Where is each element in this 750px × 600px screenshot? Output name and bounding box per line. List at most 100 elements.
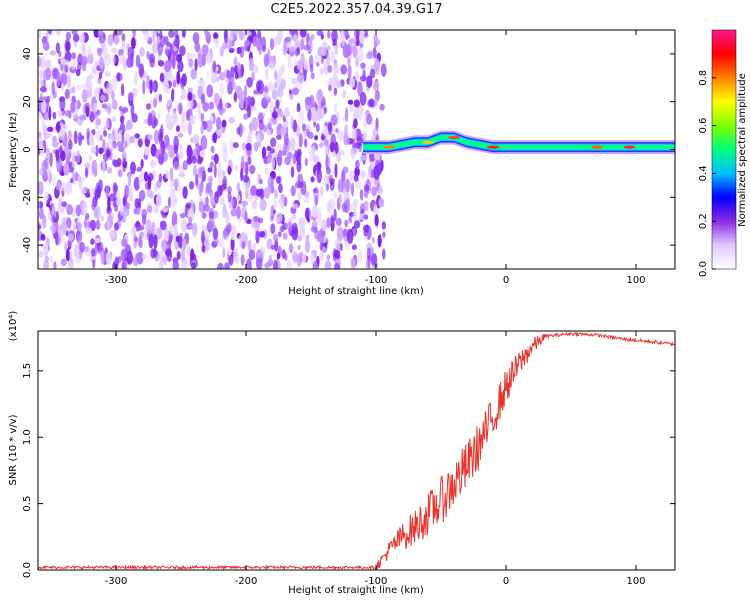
snr-y-scale-label: (x10⁴): [8, 311, 19, 342]
noise-blob: [220, 197, 225, 205]
noise-blob: [118, 144, 125, 153]
noise-blob: [341, 36, 345, 47]
noise-blob: [83, 217, 88, 229]
noise-blob: [321, 135, 326, 141]
noise-blob: [312, 187, 318, 194]
noise-blob: [355, 159, 360, 170]
noise-blob: [108, 230, 116, 240]
noise-blob: [295, 180, 302, 189]
noise-blob: [97, 30, 104, 36]
noise-blob: [257, 30, 262, 41]
x-tick-label: -100: [365, 576, 388, 587]
noise-blob: [89, 220, 95, 227]
noise-blob: [107, 211, 114, 222]
noise-blob: [165, 248, 172, 257]
noise-blob: [241, 240, 246, 249]
noise-blob: [330, 214, 335, 225]
noise-blob: [190, 68, 197, 80]
snr-x-label: Height of straight line (km): [288, 585, 424, 596]
noise-blob: [64, 143, 69, 157]
noise-blob: [237, 61, 241, 73]
noise-blob: [350, 182, 355, 197]
noise-blob: [221, 170, 226, 177]
noise-blob: [61, 201, 67, 207]
noise-blob: [228, 254, 234, 266]
noise-blob: [188, 58, 194, 68]
noise-blob: [173, 40, 178, 47]
noise-blob: [75, 204, 81, 217]
noise-blob: [380, 63, 387, 77]
noise-blob: [214, 191, 219, 204]
noise-blob: [297, 244, 301, 251]
noise-blob: [270, 156, 276, 170]
noise-blob: [206, 72, 211, 78]
noise-blob: [256, 133, 261, 144]
noise-blob: [51, 205, 57, 219]
noise-blob: [291, 213, 297, 221]
colorbar-gradient: [711, 29, 737, 270]
noise-blob: [282, 144, 287, 156]
noise-blob: [363, 119, 368, 128]
noise-blob: [228, 47, 235, 54]
noise-blob: [300, 38, 304, 51]
noise-blob: [95, 145, 99, 157]
noise-blob: [291, 203, 299, 209]
noise-blob: [106, 142, 110, 151]
noise-blob: [219, 46, 224, 57]
noise-blob: [192, 164, 198, 177]
noise-blob: [51, 81, 56, 95]
noise-blob: [382, 231, 386, 238]
noise-blob: [334, 163, 338, 179]
noise-blob: [148, 234, 154, 249]
noise-blob: [153, 98, 157, 108]
noise-blob: [327, 122, 333, 136]
noise-blob: [210, 145, 215, 154]
noise-blob: [263, 53, 269, 68]
noise-blob: [173, 224, 178, 232]
noise-blob: [94, 237, 102, 244]
noise-blob: [100, 215, 105, 222]
noise-blob: [38, 30, 42, 38]
noise-blob: [113, 184, 119, 192]
y-tick-label: -40: [22, 237, 33, 253]
noise-blob: [310, 251, 315, 265]
noise-blob: [189, 115, 196, 121]
noise-blob: [342, 90, 347, 99]
noise-blob: [61, 182, 66, 192]
noise-blob: [353, 174, 359, 182]
noise-blob: [363, 224, 369, 233]
noise-blob: [90, 146, 97, 154]
noise-blob: [180, 120, 188, 132]
noise-blob: [76, 216, 83, 232]
noise-blob: [377, 185, 383, 195]
noise-blob: [232, 142, 239, 149]
noise-blob: [55, 149, 60, 160]
spectrogram-x-label: Height of straight line (km): [288, 286, 424, 297]
noise-blob: [353, 107, 360, 120]
noise-blob: [117, 169, 123, 178]
noise-blob: [363, 186, 369, 199]
noise-blob: [230, 237, 235, 252]
noise-blob: [278, 67, 285, 76]
noise-blob: [319, 250, 325, 261]
noise-blob: [165, 170, 169, 179]
noise-blob: [87, 46, 92, 56]
noise-blob: [55, 182, 62, 191]
noise-blob: [81, 89, 88, 103]
noise-blob: [98, 71, 103, 80]
noise-blob: [264, 262, 271, 269]
noise-blob: [96, 109, 102, 116]
noise-blob: [252, 36, 258, 47]
noise-blob: [167, 196, 171, 209]
noise-blob: [178, 32, 182, 38]
noise-blob: [256, 249, 264, 261]
noise-blob: [348, 215, 352, 222]
noise-blob: [99, 56, 104, 70]
noise-blob: [213, 32, 219, 39]
noise-blob: [124, 125, 129, 132]
noise-blob: [308, 214, 312, 220]
noise-blob: [147, 175, 152, 190]
noise-blob: [347, 99, 354, 105]
noise-blob: [282, 222, 288, 231]
noise-blob: [310, 226, 318, 233]
